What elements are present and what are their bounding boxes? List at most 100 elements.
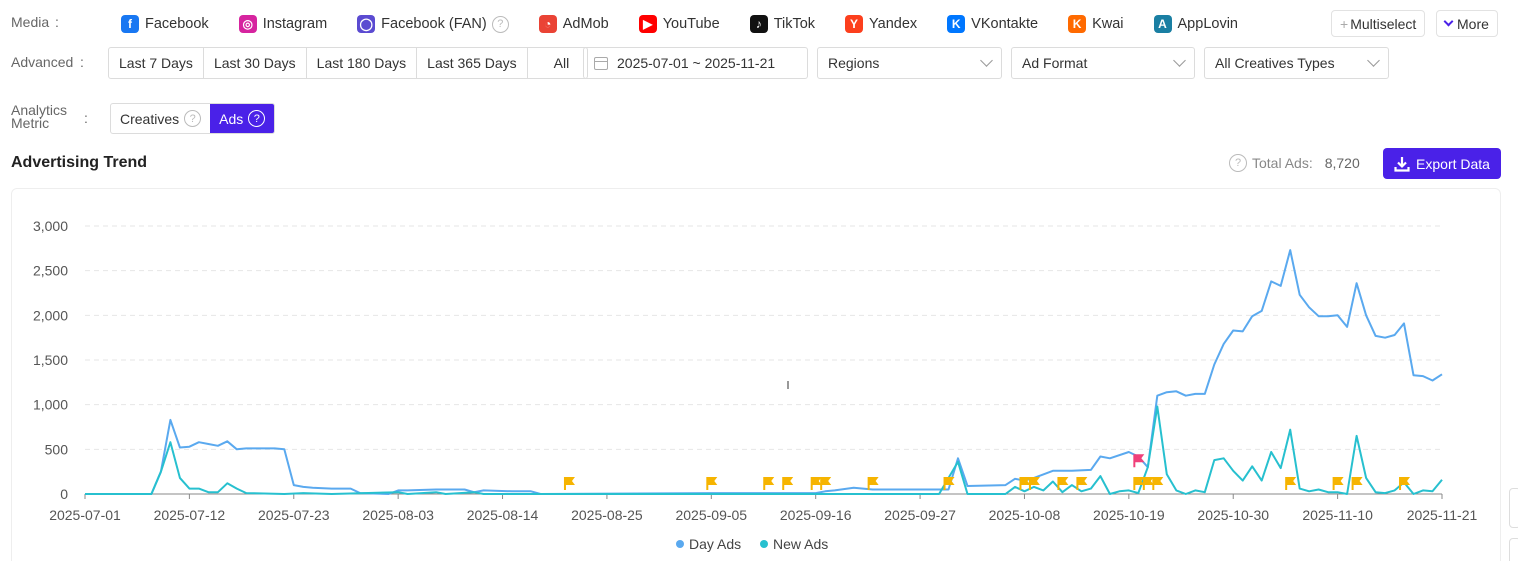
creative-types-select[interactable]: All Creatives Types [1204,47,1389,79]
help-icon[interactable]: ? [491,15,509,33]
metric-option-ads[interactable]: Ads ? [210,104,275,133]
date-range-tab[interactable]: Last 30 Days [204,48,307,78]
metric-option-creatives[interactable]: Creatives ? [111,104,210,133]
metric-option-ads-label: Ads [219,110,244,127]
export-data-button[interactable]: Export Data [1383,148,1501,179]
x-tick-label: 2025-07-23 [258,507,330,523]
series-line-new-ads [85,405,1443,495]
media-filter-facebook[interactable]: f Facebook [121,15,209,33]
export-data-label: Export Data [1416,155,1490,172]
advanced-label: Advanced [11,54,74,70]
y-tick-label: 1,500 [33,352,68,368]
date-range-tab[interactable]: Last 365 Days [417,48,528,78]
date-range-tab[interactable]: Last 180 Days [307,48,418,78]
chevron-down-icon [1173,54,1186,67]
x-tick-label: 2025-11-21 [1407,507,1478,523]
chart-card: 0 500 1,000 1,500 2,000 2,500 3,000 2025-07-01 2… [11,188,1501,561]
admob-icon: ◔ [538,15,557,33]
event-flag-icon [1057,477,1069,490]
x-tick-label: 2025-10-30 [1197,507,1269,523]
youtube-icon: ▶ [638,15,657,33]
total-ads: ? Total Ads: 8,720 [1229,154,1360,172]
y-tick-label: 2,500 [33,263,68,279]
download-icon [1394,156,1410,172]
date-range-tab[interactable]: Last 7 Days [109,48,204,78]
legend-marker [760,540,768,548]
media-filter-label: AdMob [562,16,609,32]
event-flag-icon [1399,477,1411,490]
multiselect-label: Multiselect [1350,15,1417,32]
legend-marker [676,540,684,548]
media-filter-label: Yandex [869,16,918,32]
media-filter-tiktok[interactable]: ♪ TikTok [749,15,815,33]
x-tick-label: 2025-08-03 [362,507,434,523]
more-label: More [1457,15,1489,32]
instagram-icon: ◎ [238,15,257,33]
event-flag-icon [1351,477,1363,490]
creative-types-label: All Creatives Types [1215,55,1335,71]
y-tick-label: 2,000 [33,307,68,323]
media-filter-facebook-fan[interactable]: ◯ Facebook (FAN)? [357,15,509,33]
event-flag-icon [943,477,955,490]
media-filter-applovin[interactable]: A AppLovin [1153,15,1238,33]
media-filter-instagram[interactable]: ◎ Instagram [238,15,327,33]
event-flag-icon [1152,477,1164,490]
event-flag-icon [782,477,794,490]
media-filter-admob[interactable]: ◔ AdMob [538,15,609,33]
event-flag-icon [1028,477,1040,490]
event-flag-icon [1076,477,1088,490]
event-flag-icon [1285,477,1297,490]
event-flag-icon [1133,454,1145,468]
event-flag-icon [810,477,822,490]
facebook-audience-network-icon: ◯ [357,15,376,33]
date-range-picker[interactable]: 2025-07-01 ~ 2025-11-21 [583,47,808,79]
legend-label: New Ads [773,536,828,552]
analytics-metric-label: Analytics Metric [11,102,68,131]
media-filter-label: Facebook (FAN) [381,16,487,32]
event-flag-icon [563,477,575,490]
x-tick-label: 2025-08-14 [467,507,539,523]
media-filter-yandex[interactable]: Y Yandex [845,15,917,33]
side-scroll-handle[interactable] [1509,538,1518,561]
help-icon[interactable]: ? [248,110,266,127]
side-scroll-handle[interactable] [1509,488,1518,528]
analytics-metric-label-line2: Metric [11,115,50,131]
regions-select[interactable]: Regions [817,47,1002,79]
regions-label: Regions [828,55,880,71]
metric-option-creatives-label: Creatives [120,110,180,127]
media-filter-kwai[interactable]: K Kwai [1068,15,1124,33]
date-range-tabs: Last 7 Days Last 30 Days Last 180 Days Last… [108,47,589,79]
y-tick-label: 0 [60,486,68,502]
section-title: Advertising Trend [11,154,148,171]
media-filter-label: YouTube [662,16,720,32]
legend-label: Day Ads [689,536,741,552]
chevron-down-icon [1443,16,1454,27]
media-filter-youtube[interactable]: ▶ YouTube [638,15,720,33]
media-label: Media [11,14,50,30]
media-filter-vkontakte[interactable]: K VKontakte [947,15,1038,33]
multiselect-button[interactable]: + Multiselect [1331,10,1426,37]
metric-colon: : [84,110,88,126]
calendar-icon [594,56,608,70]
media-filter-label: AppLovin [1177,16,1238,32]
date-range-tab[interactable]: All [553,55,570,71]
series-line-day-ads [85,249,1443,495]
analytics-metric-label-line1: Analytics [11,102,68,118]
x-tick-label: 2025-09-05 [675,507,747,523]
event-flag-icon [1133,477,1145,490]
more-button[interactable]: More [1436,10,1498,37]
yandex-icon: Y [845,15,864,33]
analytics-metric-toggle: Creatives ? Ads ? [110,103,276,134]
event-flag-icon [1142,477,1154,490]
y-tick-label: 3,000 [33,218,68,234]
facebook-icon: f [121,15,139,33]
x-tick-label: 2025-10-19 [1093,507,1165,523]
event-flag-icon [820,477,832,490]
x-tick-label: 2025-09-27 [884,507,956,523]
advanced-colon: : [80,54,84,70]
help-icon[interactable]: ? [1229,154,1247,172]
ad-format-select[interactable]: Ad Format [1011,47,1195,79]
x-tick-label: 2025-08-25 [571,507,643,523]
total-ads-value: 8,720 [1324,155,1360,171]
help-icon[interactable]: ? [184,110,202,127]
